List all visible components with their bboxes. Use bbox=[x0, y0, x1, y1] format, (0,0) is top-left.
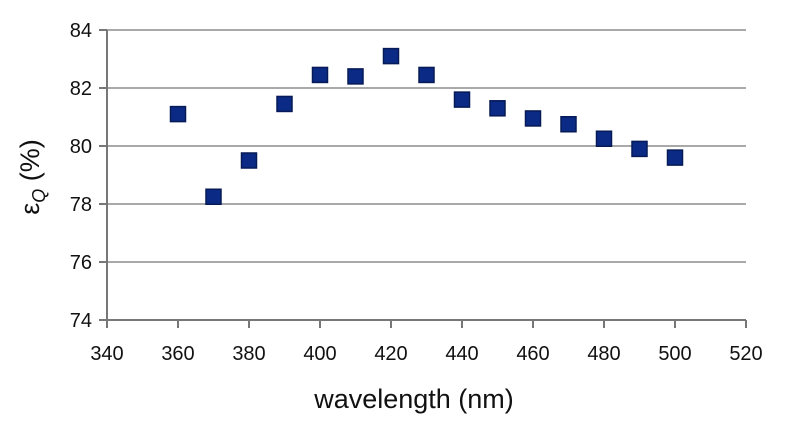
scatter-point-11 bbox=[524, 110, 542, 127]
scatter-point-7 bbox=[382, 47, 400, 65]
y-axis-title: εQ (%) bbox=[15, 139, 49, 215]
x-tick-label: 460 bbox=[516, 343, 549, 365]
x-tick-label: 380 bbox=[232, 343, 265, 365]
scatter-point-3 bbox=[240, 152, 258, 169]
data-points bbox=[169, 47, 684, 205]
scatter-point-14 bbox=[631, 140, 648, 158]
scatter-point-13 bbox=[595, 130, 613, 147]
x-tick-label: 360 bbox=[161, 343, 194, 365]
y-tick-label: 74 bbox=[70, 310, 92, 332]
scatter-point-9 bbox=[453, 91, 471, 108]
y-tick-label: 78 bbox=[70, 194, 92, 216]
scatter-point-12 bbox=[560, 116, 577, 133]
x-tick-label: 520 bbox=[729, 343, 762, 365]
scatter-point-8 bbox=[418, 66, 435, 84]
y-tick-label: 84 bbox=[70, 20, 92, 42]
tick-labels: 74 76 78 80 82 84 340 360 380 400 420 440 460 480 500 5… bbox=[70, 20, 763, 365]
x-tick-label: 340 bbox=[90, 343, 123, 365]
axes bbox=[99, 29, 747, 328]
x-tick-label: 440 bbox=[445, 343, 478, 365]
x-tick-label: 480 bbox=[587, 343, 620, 365]
scatter-point-4 bbox=[276, 95, 293, 113]
y-tick-label: 76 bbox=[70, 252, 92, 274]
y-tick-label: 80 bbox=[70, 136, 92, 158]
x-tick-label: 500 bbox=[658, 343, 691, 365]
scatter-point-10 bbox=[489, 100, 506, 117]
y-axis-title-main: ε bbox=[15, 203, 45, 215]
x-tick-label: 400 bbox=[303, 343, 336, 365]
scatter-point-6 bbox=[347, 68, 364, 85]
scatter-point-2 bbox=[205, 188, 222, 205]
x-tick-label: 420 bbox=[374, 343, 407, 365]
scatter-point-15 bbox=[666, 149, 684, 166]
scatter-point-1 bbox=[169, 105, 187, 123]
scatter-point-5 bbox=[311, 66, 329, 84]
y-tick-label: 82 bbox=[70, 78, 92, 100]
x-axis-title: wavelength (nm) bbox=[313, 384, 514, 414]
y-axis-title-subscript: Q bbox=[29, 189, 49, 203]
y-axis-title-suffix: (%) bbox=[15, 139, 45, 189]
